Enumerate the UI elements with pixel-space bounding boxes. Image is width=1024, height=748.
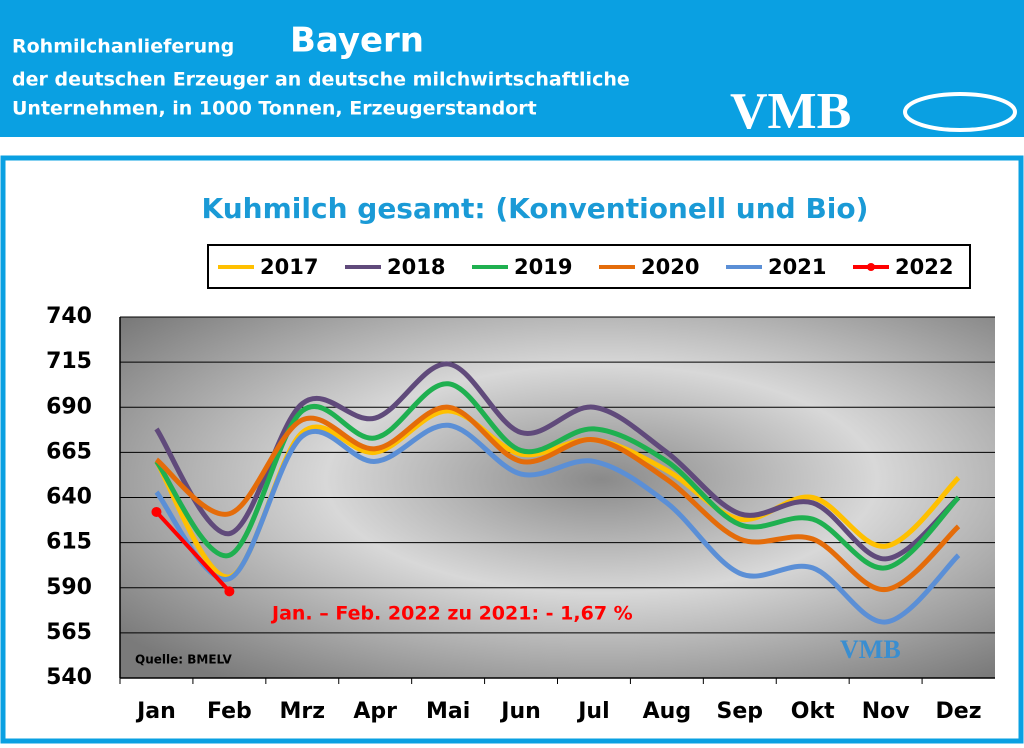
point <box>224 586 235 597</box>
x-tick-label: Feb <box>207 699 252 724</box>
y-tick-label: 665 <box>46 439 92 464</box>
x-tick-label: Apr <box>353 699 397 724</box>
y-tick-label: 540 <box>46 665 92 690</box>
header-band <box>0 0 1024 137</box>
annotation: Jan. – Feb. 2022 zu 2021: - 1,67 % <box>270 603 633 625</box>
x-tick-label: Aug <box>643 699 691 724</box>
x-tick-label: Mrz <box>280 699 326 724</box>
header-line2: der deutschen Erzeuger an deutsche milch… <box>12 69 630 91</box>
x-tick-label: Jul <box>576 699 609 724</box>
header-logo: VMB <box>730 83 851 140</box>
legend-label: 2022 <box>895 255 953 279</box>
legend-label: 2018 <box>387 255 445 279</box>
header-line3: Unternehmen, in 1000 Tonnen, Erzeugersta… <box>12 98 537 120</box>
legend <box>207 244 971 289</box>
x-tick-label: Okt <box>791 699 835 724</box>
y-tick-label: 740 <box>46 304 92 329</box>
x-tick-label: Nov <box>862 699 911 724</box>
legend-marker <box>867 263 875 271</box>
series-line <box>154 381 961 571</box>
plot-logo: VMB <box>840 635 901 664</box>
y-tick-label: 715 <box>46 349 92 374</box>
y-tick-label: 565 <box>46 620 92 645</box>
legend-label: 2020 <box>641 255 699 279</box>
series-line <box>154 404 961 593</box>
chart-title: Kuhmilch gesamt: (Konventionell und Bio) <box>202 192 869 225</box>
y-tick-label: 615 <box>46 530 92 555</box>
x-tick-label: Jan <box>135 699 176 724</box>
y-tick-label: 690 <box>46 394 92 419</box>
y-tick-label: 590 <box>46 575 92 600</box>
series-line <box>154 422 961 625</box>
x-tick-label: Jun <box>499 699 541 724</box>
source: Quelle: BMELV <box>135 653 233 667</box>
x-tick-label: Mai <box>426 699 470 724</box>
header-line1: Rohmilchanlieferung <box>12 36 234 58</box>
x-tick-label: Dez <box>936 699 982 724</box>
legend-label: 2021 <box>768 255 826 279</box>
legend-label: 2017 <box>260 255 318 279</box>
point <box>151 506 162 517</box>
x-tick-label: Sep <box>717 699 764 724</box>
logo-swirl <box>903 92 1017 132</box>
header-region: Bayern <box>290 21 424 61</box>
series-line <box>154 510 231 593</box>
y-tick-label: 640 <box>46 485 92 510</box>
legend-label: 2019 <box>514 255 572 279</box>
